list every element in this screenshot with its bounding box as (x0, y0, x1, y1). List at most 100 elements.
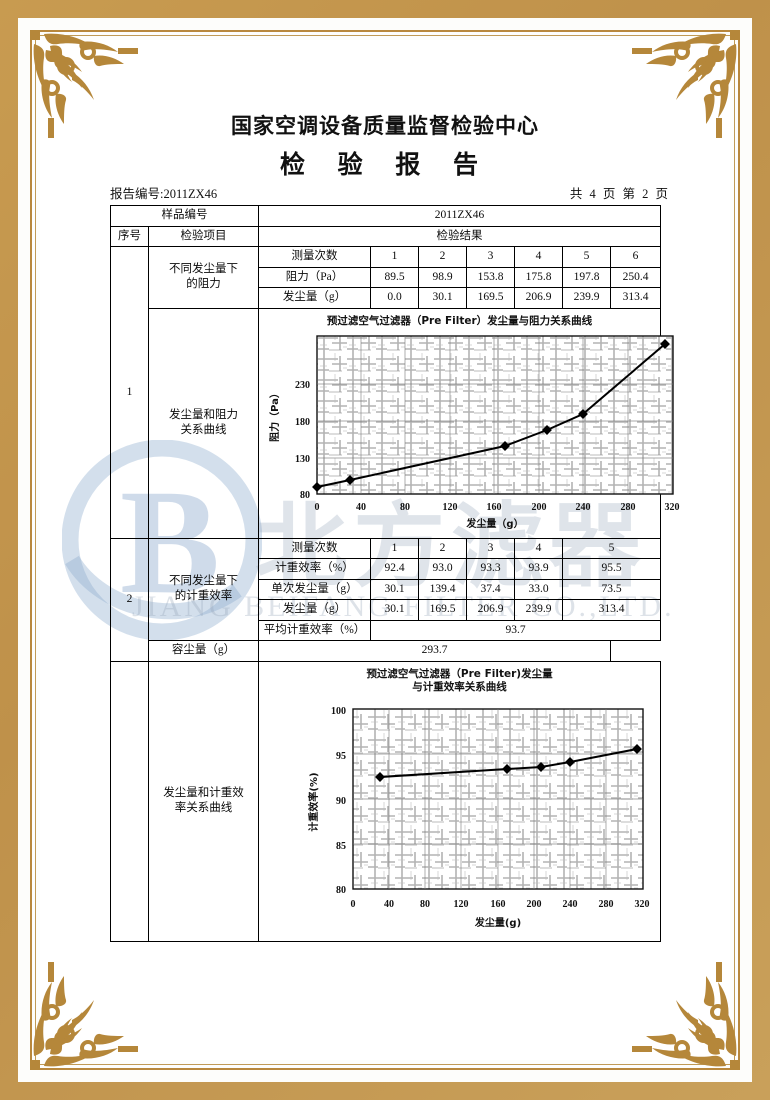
chart-2-ytick-95: 95 (336, 751, 346, 762)
r2-single-dust-4: 33.0 (514, 578, 563, 601)
col-header-result: 检验结果 (257, 225, 662, 248)
r2-count-label: 测量次数 (258, 537, 371, 560)
r1-dust-5: 239.9 (562, 287, 611, 309)
chart-1-xtick-0: 0 (315, 502, 320, 513)
chart-2-xtick-40: 40 (384, 899, 394, 910)
chart-1-ylabel: 阻力（Pa） (268, 388, 281, 442)
chart-1-xlabel: 发尘量（g） (465, 517, 523, 530)
table-row-column-headers: 序号 检验项目 检验结果 (110, 225, 662, 248)
row-item-chart2-l2: 率关系曲线 (174, 802, 233, 815)
table-row-r2-efficiency: 计重效率（%） 92.4 93.0 93.3 93.9 95.5 (111, 558, 662, 580)
chart-2-xtick-240: 240 (563, 899, 578, 910)
chart-2-xtick-200: 200 (527, 899, 542, 910)
chart-2-plot: 100 95 90 85 80 0 40 80 120 160 200 240 (307, 706, 650, 929)
chart-2-title: 预过滤空气过滤器（Pre Filter)发尘量 与计重效率关系曲线 (260, 668, 659, 695)
row-item-efficiency-l1: 不同发尘量下 (169, 574, 238, 587)
chart-1: 预过滤空气过滤器（Pre Filter）发尘量与阻力关系曲线 (260, 311, 680, 536)
r2-single-dust-label: 单次发尘量（g） (258, 578, 371, 601)
r1-count-5: 5 (562, 246, 611, 268)
chart-1-xtick-120: 120 (443, 502, 458, 513)
r2-capacity-label: 容尘量（g） (148, 640, 259, 662)
sample-no-value: 2011ZX46 (257, 205, 662, 227)
r2-count-2: 2 (418, 537, 467, 560)
page-indicator: 共 4 页 第 2 页 (569, 187, 670, 201)
r2-dust-1: 30.1 (370, 599, 419, 621)
row-item-efficiency: 不同发尘量下 的计重效率 (148, 537, 259, 642)
chart-1-ytick-130: 130 (295, 454, 310, 465)
table-row-r2-counts: 2 不同发尘量下 的计重效率 测量次数 1 2 3 4 5 (110, 537, 662, 662)
table-row-r2-single-dust: 单次发尘量（g） 30.1 139.4 37.4 33.0 73.5 (111, 578, 662, 601)
chart-2: 预过滤空气过滤器（Pre Filter)发尘量 与计重效率关系曲线 (260, 664, 659, 939)
r2-dust-5: 313.4 (561, 599, 662, 621)
r1-count-3: 3 (466, 246, 515, 268)
r1-resistance-3: 153.8 (466, 266, 515, 289)
chart-2-ytick-80: 80 (336, 885, 346, 896)
r2-eff-3: 93.3 (466, 558, 515, 580)
r2-count-3: 3 (466, 537, 515, 560)
chart-1-xtick-40: 40 (356, 502, 366, 513)
col-header-seq: 序号 (110, 225, 149, 248)
r2-single-dust-5: 73.5 (561, 578, 662, 601)
r2-eff-2: 93.0 (418, 558, 467, 580)
r2-single-dust-1: 30.1 (370, 578, 419, 601)
frame-gold-line (30, 30, 740, 1070)
chart-1-xtick-160: 160 (487, 502, 502, 513)
r2-capacity-value: 293.7 (258, 640, 611, 662)
r1-dust-6: 313.4 (609, 287, 662, 309)
r1-count-4: 4 (514, 246, 563, 268)
col-header-item: 检验项目 (148, 225, 259, 248)
chart-1-xtick-320: 320 (665, 502, 680, 513)
chart-2-cell: 预过滤空气过滤器（Pre Filter)发尘量 与计重效率关系曲线 (257, 660, 662, 942)
row-item-efficiency-l2: 的计重效率 (174, 590, 233, 603)
row-item-chart2-label: 发尘量和计重效 率关系曲线 (148, 660, 259, 942)
r2-dust-3: 206.9 (466, 599, 515, 621)
chart-2-xtick-160: 160 (491, 899, 506, 910)
r2-eff-4: 93.9 (514, 558, 563, 580)
table-row-chart-1: 发尘量和阻力 关系曲线 预过滤空气过滤器（Pre Filter）发尘量与阻力关系曲… (111, 307, 680, 539)
r2-eff-5: 95.5 (561, 558, 662, 580)
chart-2-xtick-80: 80 (420, 899, 430, 910)
row-item-resistance-l2: 的阻力 (186, 278, 221, 291)
table-row-r1-counts: 1 不同发尘量下 的阻力 测量次数 1 2 3 4 5 6 (110, 246, 662, 539)
report-number-value: 2011ZX46 (163, 187, 218, 201)
r2-single-dust-2: 139.4 (418, 578, 467, 601)
chart-1-ytick-230: 230 (295, 380, 310, 391)
chart-2-xlabel: 发尘量(g) (474, 916, 521, 929)
chart-2-title-line1: 预过滤空气过滤器（Pre Filter)发尘量 (366, 667, 553, 680)
row-item-resistance: 不同发尘量下 的阻力 (148, 246, 259, 309)
r1-count-2: 2 (418, 246, 467, 268)
r2-dust-4: 239.9 (514, 599, 563, 621)
chart-1-cell: 预过滤空气过滤器（Pre Filter）发尘量与阻力关系曲线 (257, 307, 680, 539)
chart-2-ytick-100: 100 (331, 706, 346, 717)
chart-1-ytick-180: 180 (295, 417, 310, 428)
chart-1-xtick-280: 280 (621, 502, 636, 513)
r2-count-1: 1 (370, 537, 419, 560)
frame-gold-thin-line (35, 35, 735, 1065)
chart-1-plot: 230 180 130 80 0 40 80 120 160 200 240 (268, 334, 680, 530)
table-row-r2-dust: 发尘量（g） 30.1 169.5 206.9 239.9 313.4 (111, 599, 662, 621)
row-seq-2-chart (110, 660, 149, 942)
r1-count-label: 测量次数 (258, 246, 371, 268)
row-item-resistance-l1: 不同发尘量下 (169, 262, 238, 275)
r1-dust-label: 发尘量（g） (258, 287, 371, 309)
chart-1-title: 预过滤空气过滤器（Pre Filter）发尘量与阻力关系曲线 (326, 314, 593, 327)
chart-2-ytick-90: 90 (336, 796, 346, 807)
r1-resistance-6: 250.4 (609, 266, 662, 289)
inspection-results-table: 样品编号 2011ZX46 序号 检验项目 检验结果 1 不同发尘量下 的阻力 测… (110, 205, 680, 942)
row-seq-1: 1 (110, 246, 149, 539)
r1-resistance-2: 98.9 (418, 266, 467, 289)
page-title-organization: 国家空调设备质量监督检验中心 (231, 114, 539, 138)
r1-count-1: 1 (370, 246, 419, 268)
r1-dust-1: 0.0 (370, 287, 419, 309)
chart-2-markers (375, 743, 642, 782)
r2-dust-2: 169.5 (418, 599, 467, 621)
sample-no-label: 样品编号 (110, 205, 259, 227)
row-item-chart1-label: 发尘量和阻力 关系曲线 (148, 307, 259, 539)
chart-1-xtick-200: 200 (532, 502, 547, 513)
row-item-chart1-l1: 发尘量和阻力 (169, 408, 238, 421)
r1-dust-4: 206.9 (514, 287, 563, 309)
chart-2-xtick-320: 320 (635, 899, 650, 910)
report-number-label: 报告编号: (110, 187, 164, 201)
chart-2-ytick-85: 85 (336, 841, 346, 852)
